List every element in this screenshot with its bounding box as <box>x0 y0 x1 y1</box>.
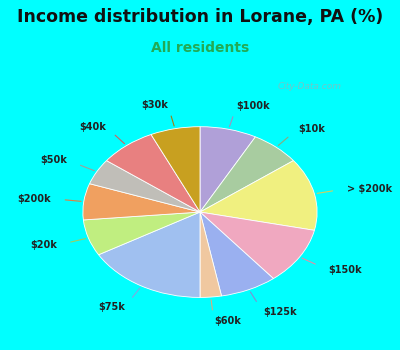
Wedge shape <box>106 134 200 212</box>
Text: $125k: $125k <box>263 307 296 317</box>
Text: $50k: $50k <box>41 155 68 165</box>
Text: $60k: $60k <box>214 316 241 326</box>
Text: $20k: $20k <box>30 240 57 250</box>
Text: $10k: $10k <box>298 124 325 134</box>
Wedge shape <box>200 137 294 212</box>
Wedge shape <box>200 161 317 230</box>
Wedge shape <box>200 212 222 298</box>
Text: > $200k: > $200k <box>347 184 392 194</box>
Wedge shape <box>200 212 274 296</box>
Text: $75k: $75k <box>98 302 125 312</box>
Text: $100k: $100k <box>237 101 270 111</box>
Text: Income distribution in Lorane, PA (%): Income distribution in Lorane, PA (%) <box>17 8 383 26</box>
Text: $200k: $200k <box>17 194 51 204</box>
Text: $150k: $150k <box>328 265 362 275</box>
Text: City-Data.com: City-Data.com <box>277 82 341 91</box>
Wedge shape <box>98 212 200 298</box>
Wedge shape <box>200 127 256 212</box>
Wedge shape <box>83 184 200 220</box>
Wedge shape <box>90 161 200 212</box>
Wedge shape <box>200 212 314 279</box>
Text: $40k: $40k <box>79 122 106 132</box>
Text: All residents: All residents <box>151 41 249 55</box>
Text: $30k: $30k <box>141 100 168 110</box>
Wedge shape <box>151 127 200 212</box>
Wedge shape <box>83 212 200 255</box>
